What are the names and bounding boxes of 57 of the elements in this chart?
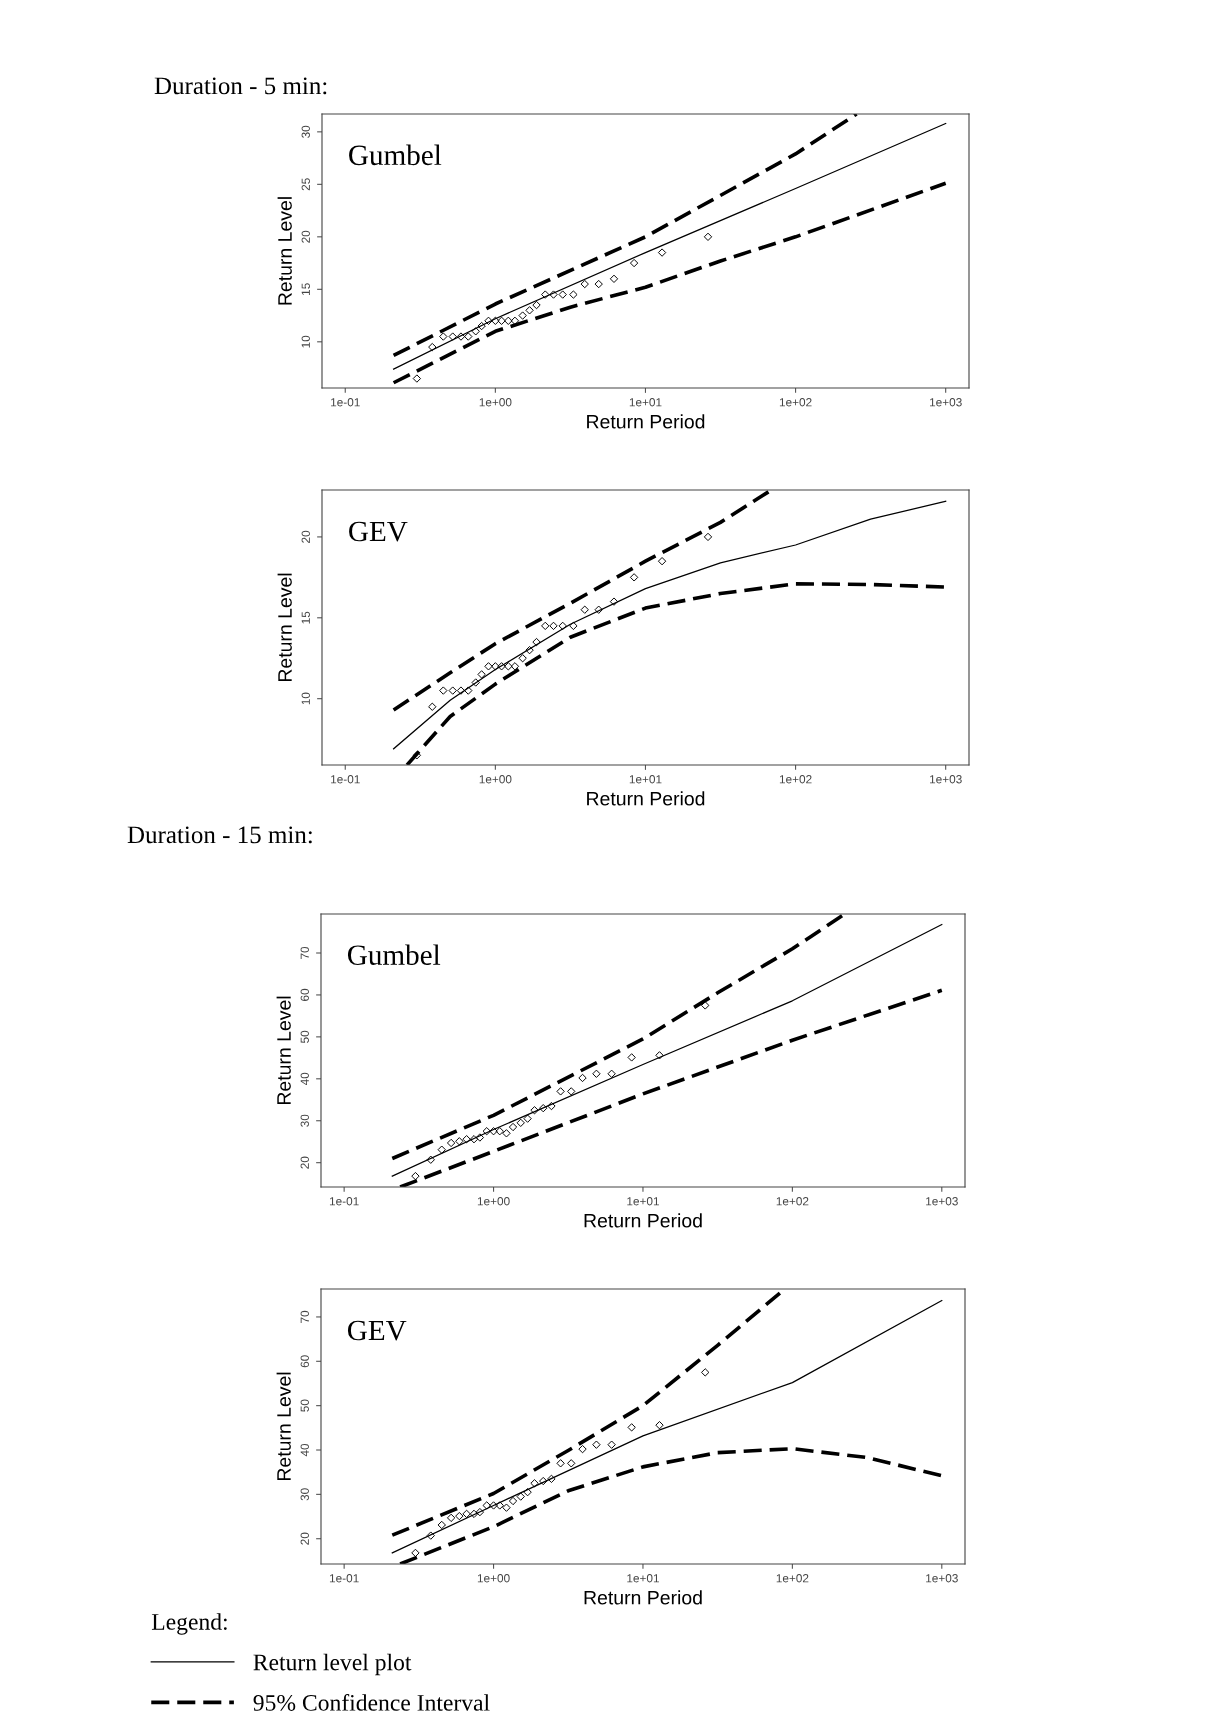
x-axis-title: Return Period [584,1213,702,1228]
y-tick-label: 50 [300,1399,309,1412]
x-tick-label: 1e+00 [479,775,512,784]
y-tick-label: 10 [301,692,310,705]
y-tick-label: 20 [301,530,310,543]
chart-title: Duration - 15 min: [127,826,312,844]
x-tick-label: 1e+01 [627,1197,659,1206]
y-tick-label: 30 [300,1114,309,1127]
legend-label: Return level plot [253,1653,412,1676]
y-tick-label: 30 [300,1488,309,1501]
y-axis-title: Return Level [277,197,292,305]
x-tick-label: 1e+02 [779,398,812,407]
y-tick-label: 15 [301,283,310,295]
x-tick-label: 1e+02 [776,1197,809,1206]
legend-label: 95% Confidence Interval [253,1693,490,1711]
y-tick-label: 70 [300,946,309,959]
x-axis-title: Return Period [587,414,705,429]
x-tick-label: 1e+03 [930,398,962,407]
x-tick-label: 1e+02 [779,775,812,784]
x-tick-label: 1e+00 [479,398,512,407]
y-tick-label: 10 [301,335,310,348]
y-axis-title: Return Level [276,1372,291,1481]
annotation: GEV [347,1320,407,1341]
x-tick-label: 1e+03 [930,775,962,784]
y-tick-label: 30 [301,125,310,138]
y-tick-label: 50 [300,1030,309,1043]
x-tick-label: 1e-01 [329,1197,359,1206]
y-tick-label: 40 [300,1072,309,1086]
y-tick-label: 60 [300,988,309,1001]
y-tick-label: 60 [300,1355,309,1368]
x-tick-label: 1e-01 [331,775,360,784]
x-tick-label: 1e+00 [477,1197,510,1206]
y-axis-title: Return Level [277,573,292,682]
y-tick-label: 70 [300,1310,309,1323]
x-tick-label: 1e+02 [776,1574,809,1583]
y-tick-label: 25 [301,178,310,191]
annotation: GEV [349,521,408,542]
x-tick-label: 1e-01 [329,1574,359,1583]
x-tick-label: 1e+03 [926,1574,958,1583]
x-axis-title: Return Period [584,1590,702,1605]
x-axis-title: Return Period [587,791,705,806]
annotation: Gumbel [349,144,442,166]
annotation: Gumbel [347,944,441,965]
y-tick-label: 40 [300,1443,309,1457]
legend-title: Legend: [151,1613,227,1635]
y-tick-label: 20 [300,1532,309,1545]
y-tick-label: 15 [301,611,310,624]
x-tick-label: 1e+01 [629,398,662,407]
x-tick-label: 1e+00 [477,1574,510,1583]
x-tick-label: 1e+01 [629,775,662,784]
chart-title: Duration - 5 min: [154,77,327,95]
y-axis-title: Return Level [276,996,291,1105]
x-tick-label: 1e+03 [926,1197,958,1206]
y-tick-label: 20 [300,1156,309,1169]
y-tick-label: 20 [301,230,310,243]
x-tick-label: 1e-01 [331,398,360,407]
x-tick-label: 1e+01 [627,1574,659,1583]
